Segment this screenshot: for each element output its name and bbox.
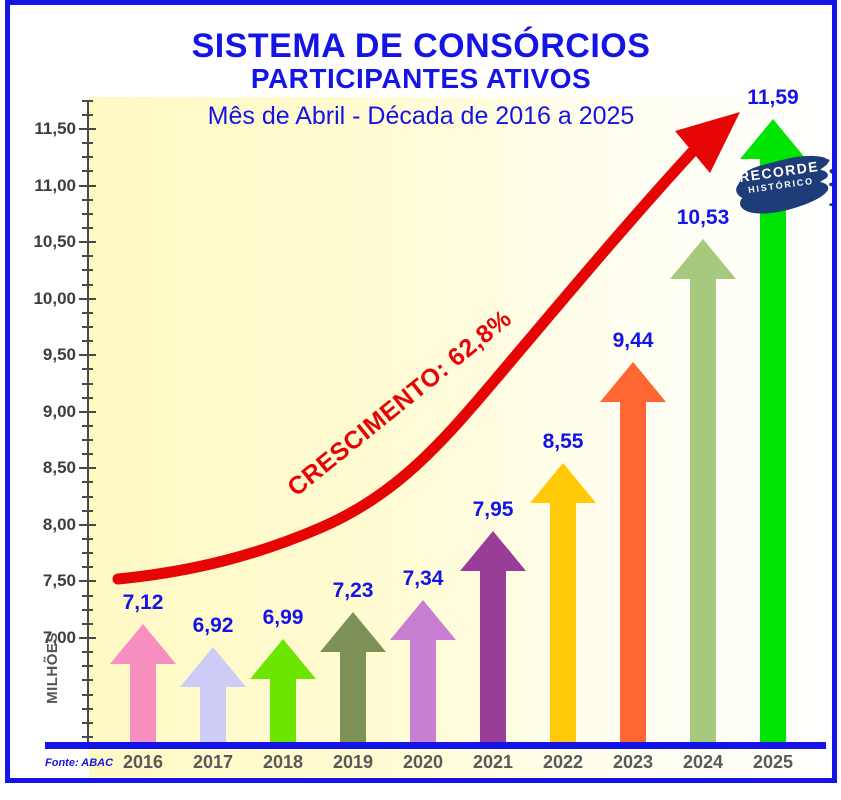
y-tick-major (79, 354, 96, 356)
value-label-2025: 11,59 (747, 86, 799, 109)
y-tick-major (79, 637, 96, 639)
y-tick-major (79, 411, 96, 413)
y-tick-minor (82, 100, 93, 102)
y-tick-label: 8,50 (42, 458, 76, 477)
source-label: Fonte: ABAC (45, 757, 114, 769)
y-tick-major (79, 241, 96, 243)
year-label-2016: 2016 (122, 752, 164, 772)
y-tick-major (79, 524, 96, 526)
value-label-2022: 8,55 (542, 430, 584, 453)
y-tick-minor (82, 284, 93, 286)
y-tick-minor (82, 694, 93, 696)
y-tick-minor (82, 566, 93, 568)
value-label-2016: 7,12 (122, 591, 164, 614)
y-tick-label: 11,50 (34, 119, 76, 138)
value-label-2017: 6,92 (192, 614, 234, 637)
x-axis-baseline (45, 742, 826, 749)
year-label-2024: 2024 (682, 752, 724, 772)
y-tick-minor (82, 383, 93, 385)
y-tick-label: 11,00 (34, 176, 76, 195)
y-tick-minor (82, 496, 93, 498)
y-tick-minor (82, 142, 93, 144)
record-badge: RECORDE HISTÓRICO (729, 146, 839, 224)
chart-title: SISTEMA DE CONSÓRCIOS (191, 27, 651, 65)
y-tick-minor (82, 679, 93, 681)
year-label-2019: 2019 (332, 752, 374, 772)
y-tick-label: 8,00 (42, 515, 76, 534)
y-tick-major (79, 185, 96, 187)
y-tick-minor (82, 623, 93, 625)
y-tick-minor (82, 312, 93, 314)
y-tick-minor (82, 609, 93, 611)
y-tick-major (79, 467, 96, 469)
y-tick-label: 9,50 (42, 345, 76, 364)
y-tick-minor (82, 326, 93, 328)
y-tick-minor (82, 340, 93, 342)
value-label-2021: 7,95 (472, 498, 514, 521)
y-axis-title: MILHÕES (44, 632, 61, 704)
y-tick-label: 9,00 (42, 402, 76, 421)
value-label-2023: 9,44 (612, 329, 654, 352)
y-tick-minor (82, 481, 93, 483)
value-label-2020: 7,34 (402, 567, 444, 590)
y-tick-label: 10,00 (33, 289, 76, 308)
y-tick-minor (82, 368, 93, 370)
y-tick-minor (82, 425, 93, 427)
y-tick-minor (82, 538, 93, 540)
year-label-2023: 2023 (612, 752, 654, 772)
y-tick-label: 7,50 (42, 571, 76, 590)
y-tick-minor (82, 170, 93, 172)
y-tick-major (79, 298, 96, 300)
y-tick-minor (82, 722, 93, 724)
y-tick-minor (82, 665, 93, 667)
y-tick-major (79, 128, 96, 130)
year-label-2021: 2021 (472, 752, 514, 772)
y-tick-minor (82, 439, 93, 441)
year-label-2025: 2025 (752, 752, 794, 772)
y-axis-line (87, 101, 89, 745)
y-tick-minor (82, 255, 93, 257)
chart-period: Mês de Abril - Década de 2016 a 2025 (207, 102, 635, 130)
y-tick-major (79, 580, 96, 582)
y-tick-minor (82, 156, 93, 158)
year-label-2017: 2017 (192, 752, 234, 772)
y-tick-minor (82, 595, 93, 597)
y-tick-minor (82, 736, 93, 738)
y-tick-minor (82, 552, 93, 554)
y-tick-minor (82, 453, 93, 455)
y-tick-minor (82, 227, 93, 229)
y-tick-minor (82, 213, 93, 215)
value-label-2019: 7,23 (332, 579, 374, 602)
y-tick-minor (82, 708, 93, 710)
chart-subtitle: PARTICIPANTES ATIVOS (250, 63, 592, 94)
y-tick-minor (82, 397, 93, 399)
y-tick-minor (82, 114, 93, 116)
y-tick-label: 7,00 (42, 628, 76, 647)
y-tick-minor (82, 199, 93, 201)
year-label-2018: 2018 (262, 752, 304, 772)
brush-stroke-icon (736, 155, 837, 214)
year-label-2022: 2022 (542, 752, 584, 772)
y-tick-minor (82, 269, 93, 271)
y-tick-minor (82, 651, 93, 653)
y-tick-label: 10,50 (33, 232, 76, 251)
year-label-2020: 2020 (402, 752, 444, 772)
value-label-2018: 6,99 (262, 606, 304, 629)
y-tick-minor (82, 510, 93, 512)
